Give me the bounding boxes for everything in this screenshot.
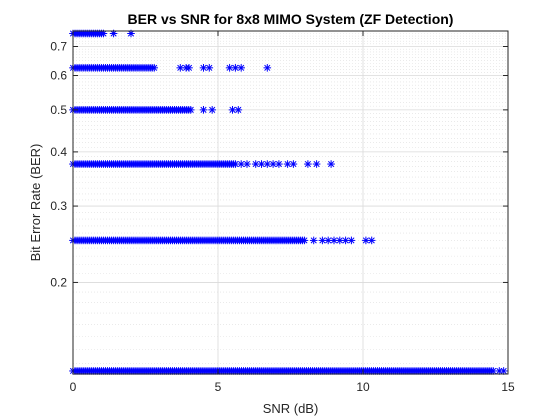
data-point (489, 367, 498, 375)
data-markers (69, 29, 508, 375)
data-point (312, 160, 321, 168)
y-tick-label: 0.3 (50, 199, 67, 213)
data-point (243, 160, 251, 168)
x-tick-label: 10 (356, 380, 370, 394)
x-tick-label: 15 (501, 380, 515, 394)
y-axis-label: Bit Error Rate (BER) (28, 144, 43, 262)
data-point (176, 64, 185, 72)
data-point (205, 64, 214, 72)
data-point (347, 236, 356, 245)
data-point (367, 236, 376, 245)
data-point (300, 236, 309, 245)
y-tick-label: 0.2 (50, 275, 67, 289)
data-point (362, 236, 370, 245)
x-tick-label: 0 (70, 380, 77, 394)
chart-title: BER vs SNR for 8x8 MIMO System (ZF Detec… (128, 11, 454, 27)
data-point (309, 236, 318, 245)
axes-box (72, 30, 509, 375)
data-point (263, 64, 272, 72)
data-point (499, 367, 508, 375)
data-point (237, 64, 245, 72)
data-point (186, 106, 195, 114)
y-tick-label: 0.6 (50, 69, 67, 83)
data-point (185, 64, 193, 72)
y-tick-label: 0.4 (50, 145, 67, 159)
y-tick-label: 0.7 (50, 39, 67, 53)
data-point (208, 106, 216, 114)
x-axis-label: SNR (dB) (263, 401, 319, 416)
data-point (150, 64, 158, 72)
y-tick-label: 0.5 (50, 103, 67, 117)
data-point (327, 160, 335, 168)
data-point (304, 160, 312, 168)
data-point (199, 64, 208, 72)
x-tick-label: 5 (215, 380, 222, 394)
data-point (234, 106, 243, 114)
ticks: 0.2 0.3 0.4 0.5 0.6 0.7 0 5 10 15 (50, 31, 515, 394)
data-point (199, 106, 208, 114)
data-point (289, 160, 298, 168)
data-point (257, 160, 266, 168)
data-point (275, 160, 283, 168)
grid (72, 30, 509, 374)
